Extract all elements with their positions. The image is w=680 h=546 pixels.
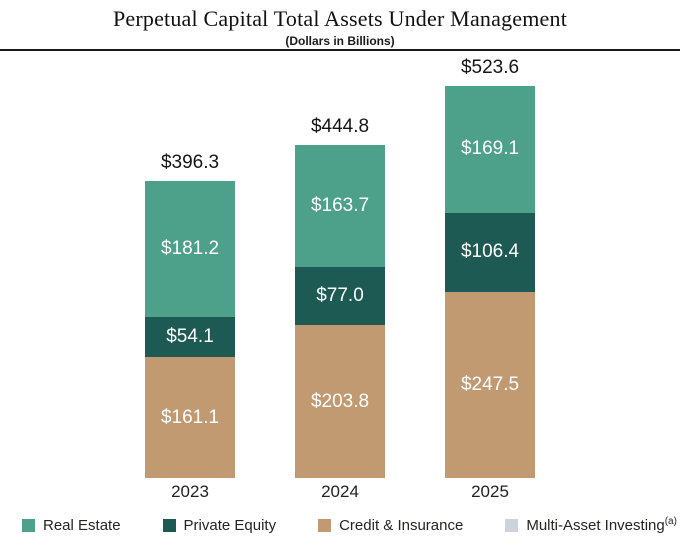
header-divider	[0, 49, 680, 51]
plot-area: $396.3 $181.2 $54.1 $161.1 2023 $444.8 $163.7 $…	[0, 52, 680, 502]
bar-column-2023: $396.3 $181.2 $54.1 $161.1 2023	[145, 152, 235, 502]
bar-segment-real-estate: $163.7	[295, 144, 385, 268]
legend-item-multi-asset-investing: Multi-Asset Investing(a)	[505, 517, 677, 534]
bar-segment-credit-insurance: $161.1	[145, 357, 235, 478]
bar-segment-real-estate: $181.2	[145, 180, 235, 317]
legend-label: Private Equity	[183, 517, 277, 534]
bar-segment-private-equity: $106.4	[445, 212, 535, 293]
bar-segment-private-equity: $77.0	[295, 267, 385, 326]
bar-total-label: $444.8	[310, 115, 370, 137]
bar-total-label: $396.3	[160, 151, 220, 173]
legend: Real Estate Private Equity Credit & Insura…	[22, 517, 677, 534]
legend-swatch-private-equity	[162, 519, 176, 532]
chart-title: Perpetual Capital Total Assets Under Man…	[112, 6, 568, 31]
bar-column-2024: $444.8 $163.7 $77.0 $203.8 2024	[295, 116, 385, 502]
legend-swatch-real-estate	[22, 519, 35, 532]
bar-segment-private-equity: $54.1	[145, 316, 235, 358]
bar-segment-credit-insurance: $247.5	[445, 292, 535, 478]
bar-column-2025: $523.6 $169.1 $106.4 $247.5 2025	[445, 57, 535, 502]
legend-swatch-multi-asset-investing	[505, 519, 519, 532]
chart-header: Perpetual Capital Total Assets Under Man…	[0, 0, 680, 48]
legend-label: Multi-Asset Investing(a)	[526, 516, 677, 535]
x-axis-label: 2023	[171, 482, 209, 501]
chart-subtitle: (Dollars in Billions)	[285, 34, 395, 48]
x-axis-label: 2024	[321, 482, 359, 501]
legend-footnote-marker: (a)	[664, 516, 677, 527]
legend-item-credit-insurance: Credit & Insurance	[318, 517, 463, 534]
bar-total-label: $523.6	[460, 56, 520, 78]
legend-swatch-credit-insurance	[318, 519, 332, 532]
stacked-bar: $163.7 $77.0 $203.8	[295, 144, 385, 478]
legend-item-private-equity: Private Equity	[162, 517, 277, 534]
bar-segment-real-estate: $169.1	[445, 85, 535, 213]
stacked-bar: $169.1 $106.4 $247.5	[445, 85, 535, 478]
legend-label: Credit & Insurance	[339, 517, 464, 534]
stacked-bar: $181.2 $54.1 $161.1	[145, 180, 235, 478]
bar-segment-credit-insurance: $203.8	[295, 325, 385, 478]
x-axis-label: 2025	[471, 482, 509, 501]
legend-label: Real Estate	[43, 517, 121, 534]
legend-item-real-estate: Real Estate	[22, 517, 121, 534]
